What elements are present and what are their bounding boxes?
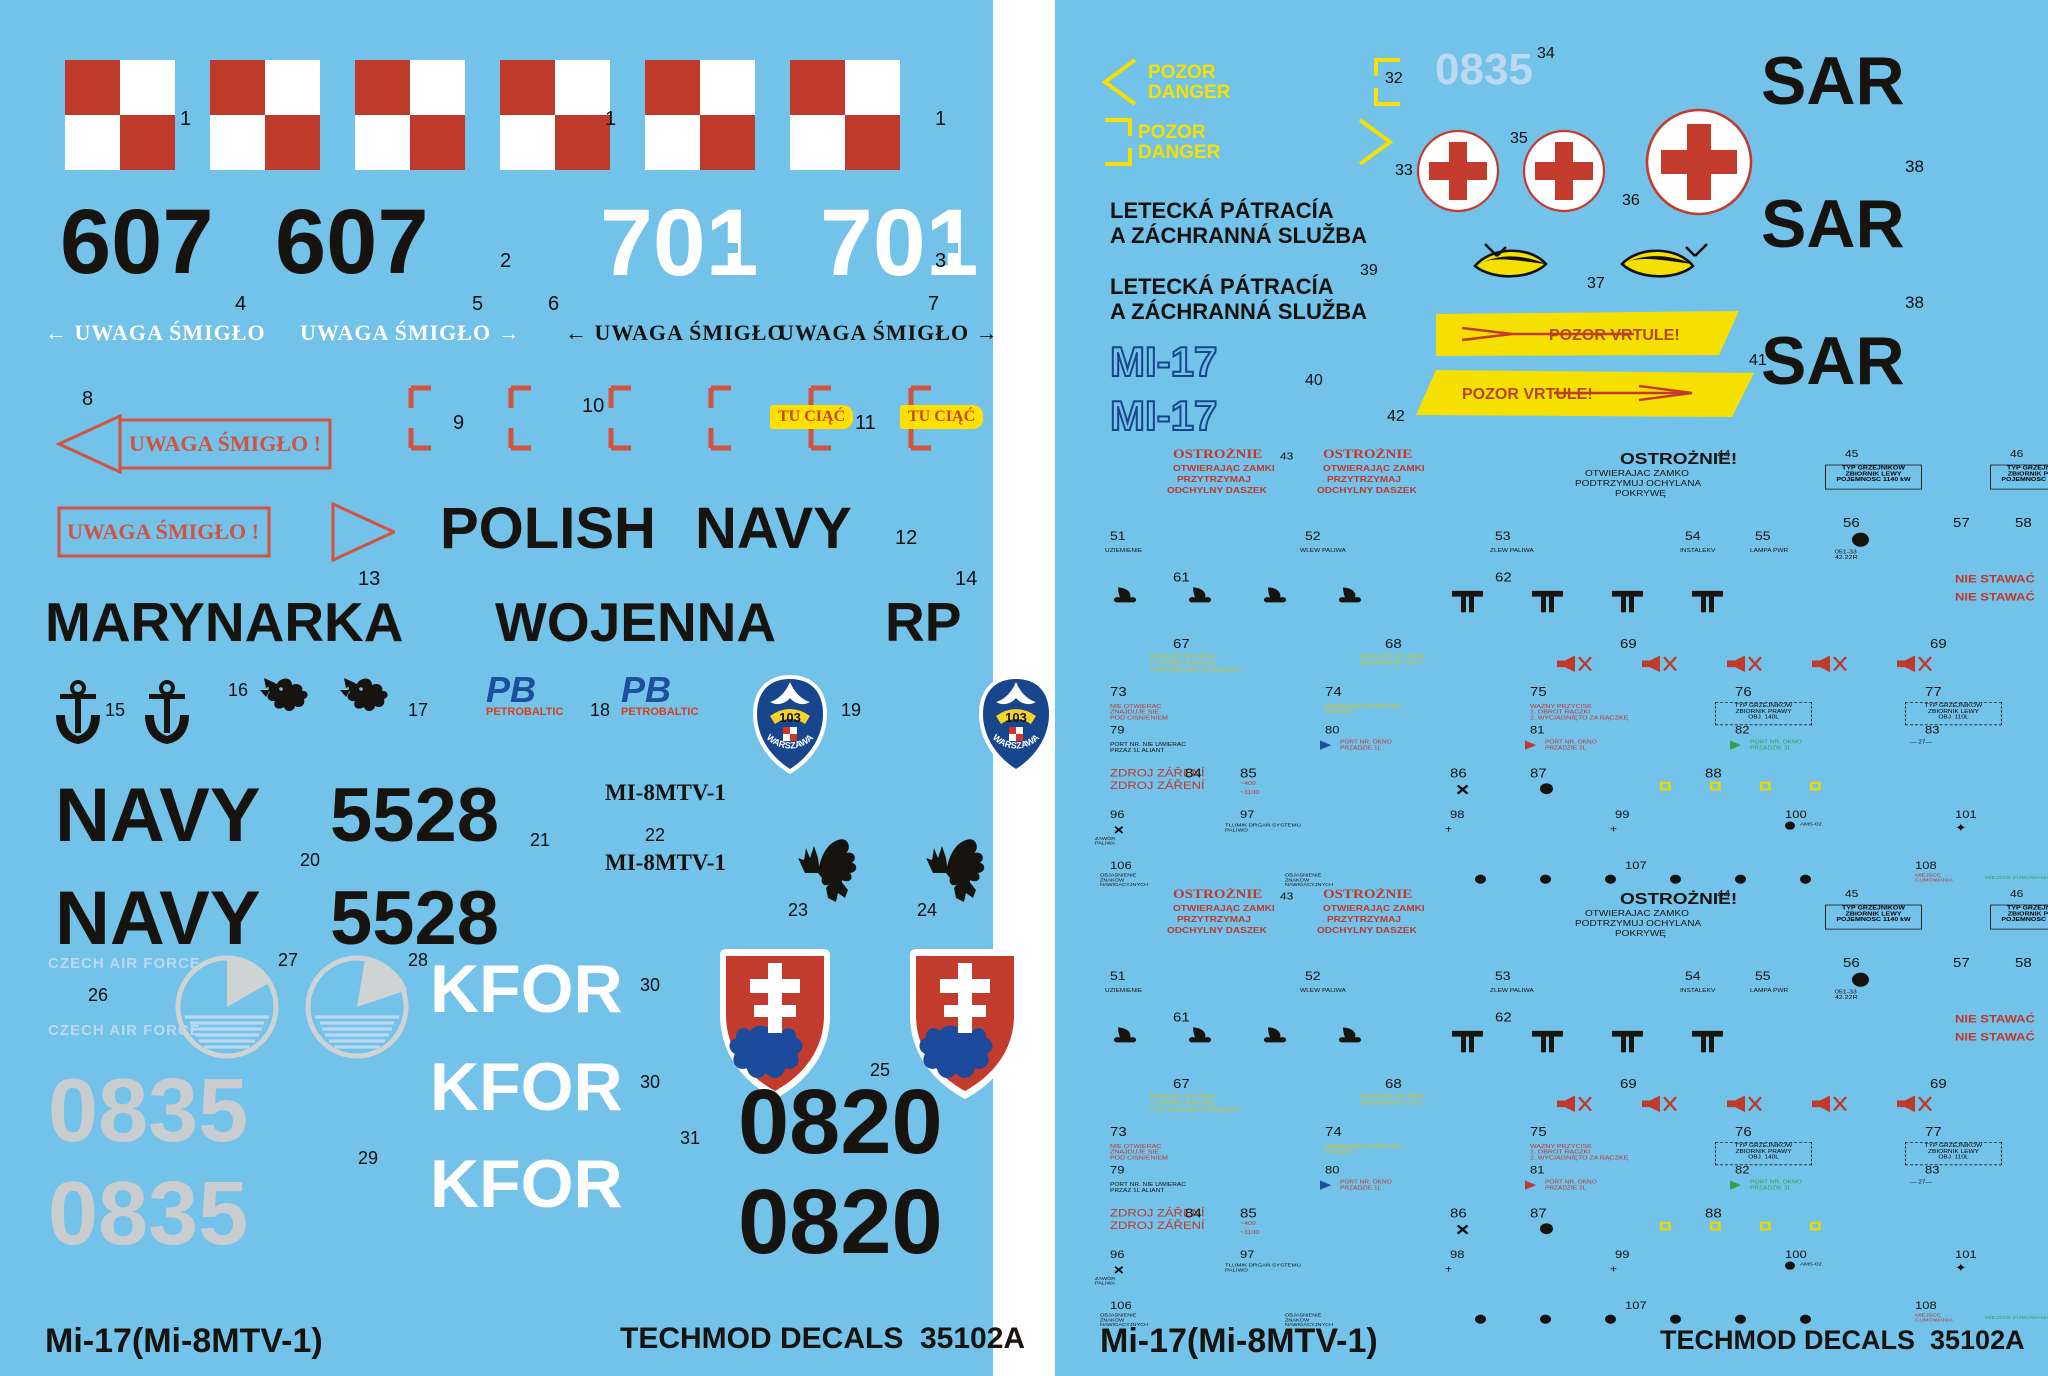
svg-text:POZOR VRTULE!: POZOR VRTULE! xyxy=(1549,327,1680,344)
svg-text:UWAGA ŚMIGŁO !: UWAGA ŚMIGŁO ! xyxy=(67,519,259,544)
svg-text:POZOR: POZOR xyxy=(1138,122,1206,143)
svg-text:DANGER: DANGER xyxy=(1138,142,1221,163)
svg-text:103: 103 xyxy=(779,710,801,725)
svg-text:UWAGA ŚMIGŁO !: UWAGA ŚMIGŁO ! xyxy=(129,431,321,456)
svg-text:POZOR VRTULE!: POZOR VRTULE! xyxy=(1462,386,1593,403)
svg-text:POZOR: POZOR xyxy=(1148,62,1216,83)
svg-text:DANGER: DANGER xyxy=(1148,82,1231,103)
svg-text:103: 103 xyxy=(1005,710,1027,725)
